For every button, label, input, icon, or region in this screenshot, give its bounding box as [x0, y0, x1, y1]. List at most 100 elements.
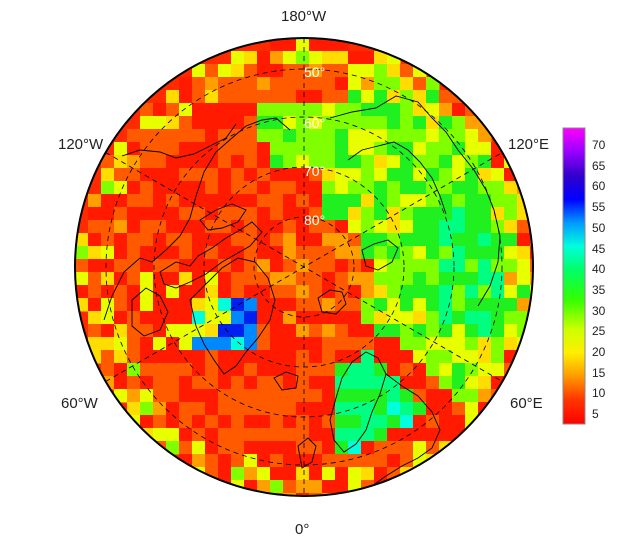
field-cell [179, 155, 193, 169]
field-cell [153, 350, 167, 364]
field-cell [322, 116, 336, 130]
field-cell [270, 155, 284, 169]
field-cell [257, 389, 271, 403]
field-cell [465, 233, 479, 247]
field-cell [231, 337, 245, 351]
field-cell [257, 441, 271, 455]
field-cell [218, 337, 232, 351]
field-cell [452, 298, 466, 312]
field-cell [439, 181, 453, 195]
field-cell [101, 272, 115, 286]
field-cell [478, 324, 492, 338]
field-cell [296, 116, 310, 130]
field-cell [179, 415, 193, 429]
field-cell [205, 116, 219, 130]
field-cell [270, 311, 284, 325]
field-cell [205, 389, 219, 403]
field-cell [322, 272, 336, 286]
field-cell [114, 194, 128, 208]
field-cell [361, 77, 375, 91]
field-cell [465, 207, 479, 221]
field-cell [179, 194, 193, 208]
field-cell [140, 363, 154, 377]
field-cell [257, 350, 271, 364]
field-cell [270, 402, 284, 416]
field-cell [179, 129, 193, 143]
field-cell [452, 194, 466, 208]
field-cell [101, 220, 115, 234]
field-cell [478, 415, 492, 429]
lat-label-60: 60° [304, 115, 325, 131]
field-cell [348, 363, 362, 377]
field-cell [413, 389, 427, 403]
field-cell [309, 363, 323, 377]
field-cell [283, 64, 297, 78]
field-cell [205, 90, 219, 104]
field-cell [452, 233, 466, 247]
field-cell [452, 259, 466, 273]
field-cell [374, 376, 388, 390]
field-cell [491, 155, 505, 169]
field-cell [283, 415, 297, 429]
field-cell [179, 402, 193, 416]
field-cell [361, 207, 375, 221]
field-cell [296, 129, 310, 143]
field-cell [374, 324, 388, 338]
field-cell [257, 285, 271, 299]
field-cell [309, 298, 323, 312]
field-cell [413, 168, 427, 182]
field-cell [88, 311, 102, 325]
field-cell [439, 363, 453, 377]
field-cell [387, 285, 401, 299]
field-cell [413, 194, 427, 208]
field-cell [101, 324, 115, 338]
field-cell [439, 272, 453, 286]
field-cell [244, 64, 258, 78]
field-cell [270, 116, 284, 130]
field-cell [426, 233, 440, 247]
field-cell [504, 207, 518, 221]
field-cell [387, 116, 401, 130]
field-cell [491, 337, 505, 351]
field-cell [244, 168, 258, 182]
field-cell [387, 298, 401, 312]
field-cell [348, 324, 362, 338]
field-cell [231, 129, 245, 143]
field-cell [335, 181, 349, 195]
field-cell [400, 129, 414, 143]
field-cell [231, 181, 245, 195]
field-cell [114, 207, 128, 221]
field-cell [205, 168, 219, 182]
field-cell [231, 441, 245, 455]
field-cell [361, 181, 375, 195]
field-cell [504, 181, 518, 195]
field-cell [361, 350, 375, 364]
field-cell [478, 376, 492, 390]
field-cell [426, 337, 440, 351]
field-cell [439, 220, 453, 234]
field-cell [426, 90, 440, 104]
field-cell [387, 389, 401, 403]
field-cell [153, 337, 167, 351]
field-cell [218, 194, 232, 208]
field-cell [426, 168, 440, 182]
field-cell [465, 272, 479, 286]
field-cell [426, 376, 440, 390]
field-cell [283, 441, 297, 455]
field-cell [322, 389, 336, 403]
field-cell [88, 298, 102, 312]
field-cell [218, 272, 232, 286]
field-cell [439, 337, 453, 351]
field-cell [140, 285, 154, 299]
field-cell [101, 363, 115, 377]
field-cell [231, 272, 245, 286]
field-cell [127, 155, 141, 169]
field-cell [322, 207, 336, 221]
field-cell [75, 233, 89, 247]
field-cell [478, 168, 492, 182]
field-cell [361, 402, 375, 416]
field-cell [309, 480, 323, 494]
field-cell [400, 363, 414, 377]
field-cell [413, 90, 427, 104]
lon-label-60w: 60°W [61, 395, 98, 412]
